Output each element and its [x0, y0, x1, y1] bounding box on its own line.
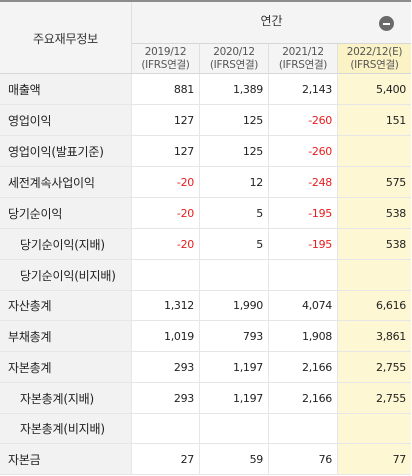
- value-cell: [269, 414, 338, 444]
- value-cell: [269, 260, 338, 291]
- value-cell: 77: [338, 444, 411, 475]
- value-cell: 881: [132, 74, 200, 105]
- value-cell: 151: [338, 105, 411, 136]
- value-cell: 2,755: [338, 352, 411, 383]
- value-cell: 793: [200, 321, 269, 352]
- value-cell: [132, 260, 200, 291]
- row-label: 당기순이익(지배): [0, 229, 132, 260]
- value-cell: 575: [338, 167, 411, 198]
- value-cell: [132, 414, 200, 444]
- value-cell: 59: [200, 444, 269, 475]
- value-cell: 1,197: [200, 383, 269, 414]
- minus-circle-icon[interactable]: [379, 16, 394, 31]
- annual-period-label: 연간: [260, 14, 283, 28]
- value-cell: 4,074: [269, 291, 338, 321]
- value-cell: 1,312: [132, 291, 200, 321]
- year-label: 2019/12: [144, 45, 187, 58]
- row-label: 부채총계: [0, 321, 132, 352]
- label-column-header: 주요재무정보: [0, 2, 132, 74]
- value-cell: 538: [338, 198, 411, 229]
- row-label: 당기순이익: [0, 198, 132, 229]
- value-cell: 293: [132, 383, 200, 414]
- value-cell: [200, 260, 269, 291]
- value-cell: [338, 414, 411, 444]
- value-cell: 76: [269, 444, 338, 475]
- value-cell: -20: [132, 167, 200, 198]
- value-cell: 538: [338, 229, 411, 260]
- row-label: 영업이익(발표기준): [0, 136, 132, 167]
- value-cell: 2,143: [269, 74, 338, 105]
- year-header-2022e: 2022/12(E) (IFRS연결): [338, 44, 411, 74]
- value-cell: 2,755: [338, 383, 411, 414]
- value-cell: 5: [200, 198, 269, 229]
- value-cell: 293: [132, 352, 200, 383]
- value-cell: 1,197: [200, 352, 269, 383]
- value-cell: [200, 414, 269, 444]
- value-cell: -248: [269, 167, 338, 198]
- value-cell: 1,990: [200, 291, 269, 321]
- value-cell: -195: [269, 198, 338, 229]
- basis-label: (IFRS연결): [209, 58, 259, 71]
- value-cell: 5: [200, 229, 269, 260]
- value-cell: 125: [200, 136, 269, 167]
- value-cell: 2,166: [269, 383, 338, 414]
- year-header-2019: 2019/12 (IFRS연결): [132, 44, 200, 74]
- row-label: 매출액: [0, 74, 132, 105]
- value-cell: 127: [132, 136, 200, 167]
- value-cell: -20: [132, 229, 200, 260]
- value-cell: 3,861: [338, 321, 411, 352]
- value-cell: 6,616: [338, 291, 411, 321]
- row-label: 당기순이익(비지배): [0, 260, 132, 291]
- annual-period-header: 연간: [132, 2, 411, 44]
- value-cell: 1,389: [200, 74, 269, 105]
- value-cell: [338, 260, 411, 291]
- row-label: 자산총계: [0, 291, 132, 321]
- value-cell: 1,019: [132, 321, 200, 352]
- year-label: 2021/12: [282, 45, 324, 58]
- row-label: 세전계속사업이익: [0, 167, 132, 198]
- year-header-2020: 2020/12 (IFRS연결): [200, 44, 269, 74]
- value-cell: -195: [269, 229, 338, 260]
- value-cell: -260: [269, 105, 338, 136]
- year-header-2021: 2021/12 (IFRS연결): [269, 44, 338, 74]
- value-cell: 5,400: [338, 74, 411, 105]
- value-cell: 125: [200, 105, 269, 136]
- basis-label: (IFRS연결): [350, 58, 399, 71]
- value-cell: 127: [132, 105, 200, 136]
- row-label: 자본총계: [0, 352, 132, 383]
- year-label: 2020/12: [213, 45, 255, 58]
- row-label: 자본금: [0, 444, 132, 475]
- value-cell: 2,166: [269, 352, 338, 383]
- row-label: 자본총계(비지배): [0, 414, 132, 444]
- basis-label: (IFRS연결): [278, 58, 328, 71]
- value-cell: 12: [200, 167, 269, 198]
- value-cell: [338, 136, 411, 167]
- value-cell: 1,908: [269, 321, 338, 352]
- value-cell: 27: [132, 444, 200, 475]
- value-cell: -260: [269, 136, 338, 167]
- value-cell: -20: [132, 198, 200, 229]
- row-label: 영업이익: [0, 105, 132, 136]
- year-label: 2022/12(E): [346, 45, 403, 58]
- basis-label: (IFRS연결): [141, 58, 190, 71]
- row-label: 자본총계(지배): [0, 383, 132, 414]
